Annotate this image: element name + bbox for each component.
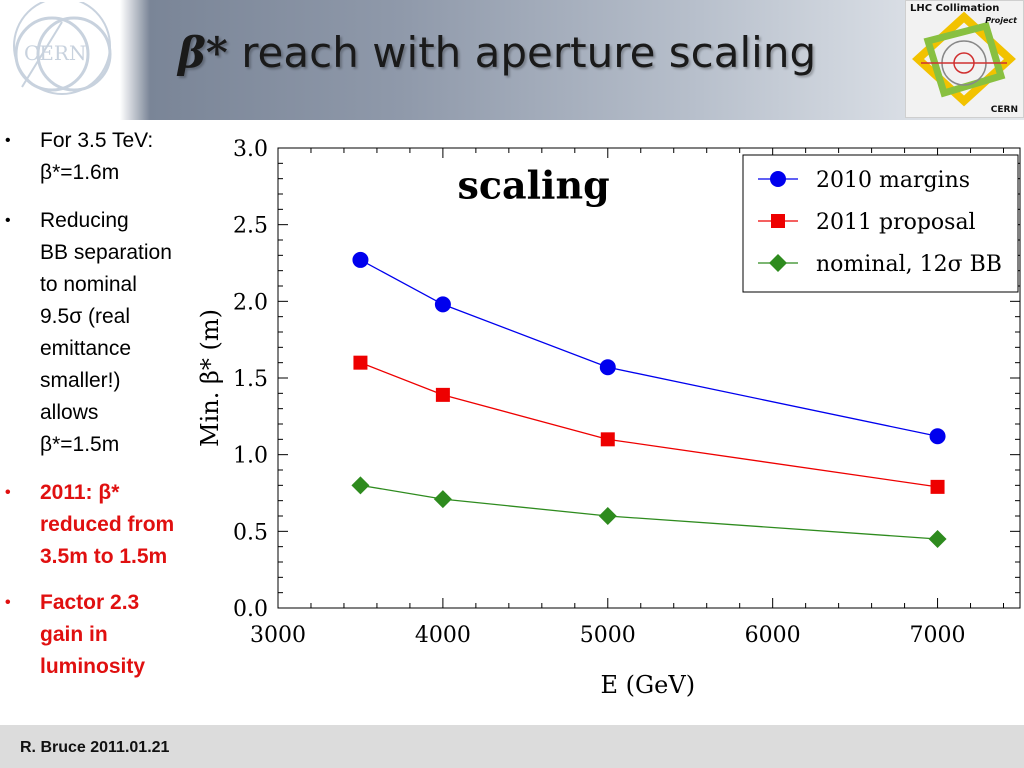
title-text: reach with aperture scaling: [227, 28, 817, 77]
cern-logo: CERN: [13, 2, 112, 95]
y-tick-label: 1.5: [233, 367, 268, 392]
bullet-line: Factor 2.3: [40, 591, 140, 614]
bullet-line: 9.5σ (real: [40, 305, 130, 328]
series-line-2: [360, 484, 938, 540]
bullet-text: Reducing BB separation to nominal 9.5σ (rea…: [40, 205, 225, 461]
legend-label: 2010 margins: [816, 168, 970, 193]
bullet-line: allows: [40, 401, 99, 424]
bullet-line: gain in: [40, 623, 108, 646]
bullet-dot: •: [5, 594, 11, 611]
bullet-line: 3.5m to 1.5m: [40, 545, 168, 568]
y-tick-label: 1.0: [233, 444, 268, 469]
cern-logo-text: CERN: [24, 41, 86, 65]
x-tick-label: 6000: [745, 623, 801, 648]
data-point-2: [598, 507, 617, 525]
lhc-collimation-logo: LHC Collimation Project CERN: [905, 0, 1024, 118]
y-tick-label: 2.5: [233, 214, 268, 239]
beta-star-chart: 3000 4000 5000 6000 7000 0.0 0.5 1.0 1.5 2.0 2.5 3.…: [196, 137, 1021, 699]
data-point-0: [352, 251, 369, 268]
title-beta-symbol: β*: [178, 28, 228, 77]
legend-label: 2011 proposal: [816, 210, 976, 235]
y-tick-label: 3.0: [233, 137, 268, 162]
y-tick-label: 0.0: [233, 597, 268, 622]
data-point-1: [353, 355, 368, 370]
data-point-0: [770, 171, 786, 187]
x-tick-label: 7000: [910, 623, 966, 648]
data-point-0: [434, 296, 451, 313]
slide-title: β* reach with aperture scaling: [178, 28, 816, 77]
bullet-line: smaller!): [40, 369, 121, 392]
data-point-2: [351, 476, 370, 495]
x-tick-label: 3000: [250, 623, 306, 648]
bullet-text: Factor 2.3 gain in luminosity: [40, 587, 225, 683]
x-tick-label: 4000: [415, 623, 471, 648]
lhc-logo-line2: Project: [985, 16, 1017, 25]
data-point-2: [928, 530, 947, 548]
x-axis-label: E (GeV): [600, 671, 695, 699]
data-point-0: [599, 359, 616, 376]
bullet-line: to nominal: [40, 273, 137, 296]
data-point-0: [929, 428, 946, 445]
bullet-dot: •: [5, 212, 11, 229]
legend-label: nominal, 12σ BB: [816, 252, 1002, 277]
footer-author-date: R. Bruce 2011.01.21: [20, 739, 170, 756]
bullet-dot: •: [5, 484, 11, 501]
lhc-logo-graphic: [912, 11, 1016, 107]
bullet-line: emittance: [40, 337, 132, 360]
y-axis-label: Min. β* (m): [196, 309, 224, 447]
y-tick-label: 2.0: [233, 290, 268, 315]
x-tick-label: 5000: [580, 623, 636, 648]
bullet-dot: •: [5, 132, 11, 149]
chart-annotation: scaling: [457, 163, 609, 208]
data-point-2: [769, 254, 787, 272]
y-tick-label: 0.5: [233, 520, 268, 545]
bullet-line: β*=1.5m: [40, 433, 120, 456]
series-line-1: [360, 362, 938, 488]
bullet-line: β*=1.6m: [40, 161, 120, 184]
slide-header: CERN β* reach with aperture scaling LHC …: [0, 0, 1024, 120]
data-point-1: [600, 432, 615, 447]
legend-box: [742, 154, 1019, 293]
bullet-line: BB separation: [40, 241, 172, 264]
bullet-line: luminosity: [40, 655, 146, 678]
series-line-0: [360, 259, 938, 437]
bullet-line: For 3.5 TeV:: [40, 129, 154, 152]
data-point-2: [433, 490, 452, 509]
data-point-1: [435, 387, 450, 402]
bullet-line: Reducing: [40, 209, 129, 232]
slide-footer: R. Bruce 2011.01.21: [0, 725, 1024, 768]
bullet-text: For 3.5 TeV: β*=1.6m: [40, 125, 225, 189]
lhc-logo-line1: LHC Collimation: [910, 3, 1000, 14]
lhc-logo-line3: CERN: [990, 105, 1018, 115]
data-point-1: [930, 479, 945, 494]
bullet-line: 2011: β*: [40, 481, 120, 504]
bullet-text: 2011: β* reduced from 3.5m to 1.5m: [40, 477, 225, 573]
data-point-1: [771, 214, 785, 228]
bullet-line: reduced from: [40, 513, 175, 536]
